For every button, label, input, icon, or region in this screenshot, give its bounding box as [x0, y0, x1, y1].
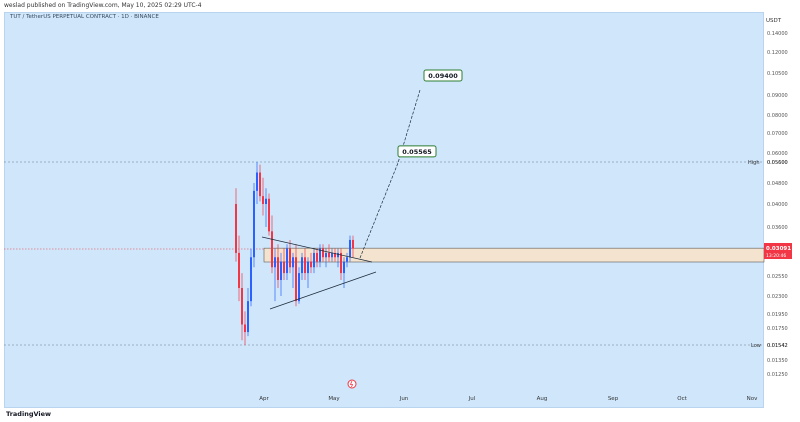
candle-body	[277, 257, 279, 280]
event-marker-icon	[347, 379, 357, 389]
tradingview-logo: TradingView	[6, 410, 52, 418]
target-label-1: 0.05565	[402, 148, 432, 156]
lightning-icon	[349, 380, 354, 388]
candle-body	[301, 257, 303, 274]
y-tick-label: 0.01950	[767, 312, 788, 318]
candle-body	[250, 257, 252, 302]
y-tick-label: 0.01350	[767, 358, 788, 364]
candle-body	[274, 257, 276, 268]
x-tick-label: Oct	[677, 396, 687, 402]
y-tick-label: 0.04000	[767, 202, 788, 208]
x-tick-label: Sep	[608, 396, 619, 402]
candle-body	[280, 261, 282, 280]
candle-body	[307, 261, 309, 274]
candle-body	[238, 252, 240, 288]
y-tick-label: 0.01250	[767, 372, 788, 378]
y-tick-label: 0.01750	[767, 326, 788, 332]
candle-body	[352, 239, 354, 249]
x-tick-label: Jul	[468, 396, 476, 402]
candle-body	[340, 252, 342, 274]
candle-body	[253, 190, 255, 258]
candle-body	[289, 248, 291, 268]
x-tick-label: May	[328, 396, 340, 402]
candle-body	[262, 196, 264, 204]
y-tick-label: 0.02300	[767, 294, 788, 300]
y-tick-label: 0.05600	[767, 160, 788, 166]
candle-body	[298, 273, 300, 302]
bottom-bar	[0, 408, 800, 422]
low-label: Low	[751, 343, 761, 349]
candle-body	[259, 172, 261, 197]
target-box-1	[397, 145, 437, 158]
candle-body	[304, 257, 306, 274]
current-price-text: 0.03091	[766, 246, 791, 252]
candle-body	[325, 252, 327, 258]
symbol-title: TUT / TetherUS PERPETUAL CONTRACT · 1D ·…	[10, 14, 159, 20]
candle-body	[235, 204, 237, 253]
candle-body	[244, 324, 246, 333]
candle-body	[256, 172, 258, 191]
y-tick-label: 0.10500	[767, 71, 788, 77]
y-tick-label: 0.07000	[767, 131, 788, 137]
candle-body	[313, 252, 315, 268]
candle-body	[247, 301, 249, 333]
candle-body	[319, 248, 321, 262]
candle-body	[241, 288, 243, 325]
candle-body	[292, 257, 294, 268]
countdown-text: 13:20:46	[766, 253, 786, 259]
candle-body	[337, 252, 339, 258]
target-label-2: 0.09400	[428, 72, 458, 80]
y-tick-label: 0.08000	[767, 113, 788, 119]
chart-frame[interactable]	[4, 12, 764, 408]
publisher-header: weslad published on TradingView.com, May…	[0, 0, 800, 12]
lower-trendline	[269, 271, 377, 310]
candle-body	[286, 248, 288, 274]
y-tick-label: 0.09000	[767, 93, 788, 99]
upper-trendline	[261, 236, 373, 263]
candle-body	[268, 198, 270, 232]
y-tick-label: 0.06000	[767, 151, 788, 157]
y-tick-label: 0.01542	[767, 343, 788, 349]
y-tick-label: 0.02550	[767, 274, 788, 280]
high-label: High	[748, 160, 760, 166]
x-tick-label: Apr	[259, 396, 269, 402]
x-tick-label: Jun	[399, 396, 409, 402]
target-box-2	[423, 69, 463, 82]
candle-body	[328, 252, 330, 258]
candle-body	[331, 252, 333, 258]
candle-body	[310, 261, 312, 268]
current-price-tag	[764, 243, 792, 259]
candle-body	[271, 231, 273, 268]
candle-body	[343, 261, 345, 274]
candle-body	[295, 257, 297, 302]
y-tick-label: 0.12000	[767, 50, 788, 56]
candle-body	[349, 239, 351, 258]
high-value: 0.05600	[767, 160, 788, 166]
candle-body	[334, 252, 336, 258]
y-tick-label: 0.14000	[767, 31, 788, 37]
candle-body	[265, 198, 267, 204]
y-tick-label: 0.03600	[767, 225, 788, 231]
candle-body	[322, 248, 324, 258]
candle-body	[346, 257, 348, 262]
projection-path	[359, 89, 421, 259]
x-tick-label: Nov	[747, 396, 758, 402]
candle-body	[283, 261, 285, 274]
x-tick-label: Aug	[537, 396, 548, 402]
currency-label: USDT	[766, 18, 782, 24]
low-value: 0.01542	[767, 343, 788, 349]
candle-body	[316, 252, 318, 262]
y-tick-label: 0.04800	[767, 181, 788, 187]
